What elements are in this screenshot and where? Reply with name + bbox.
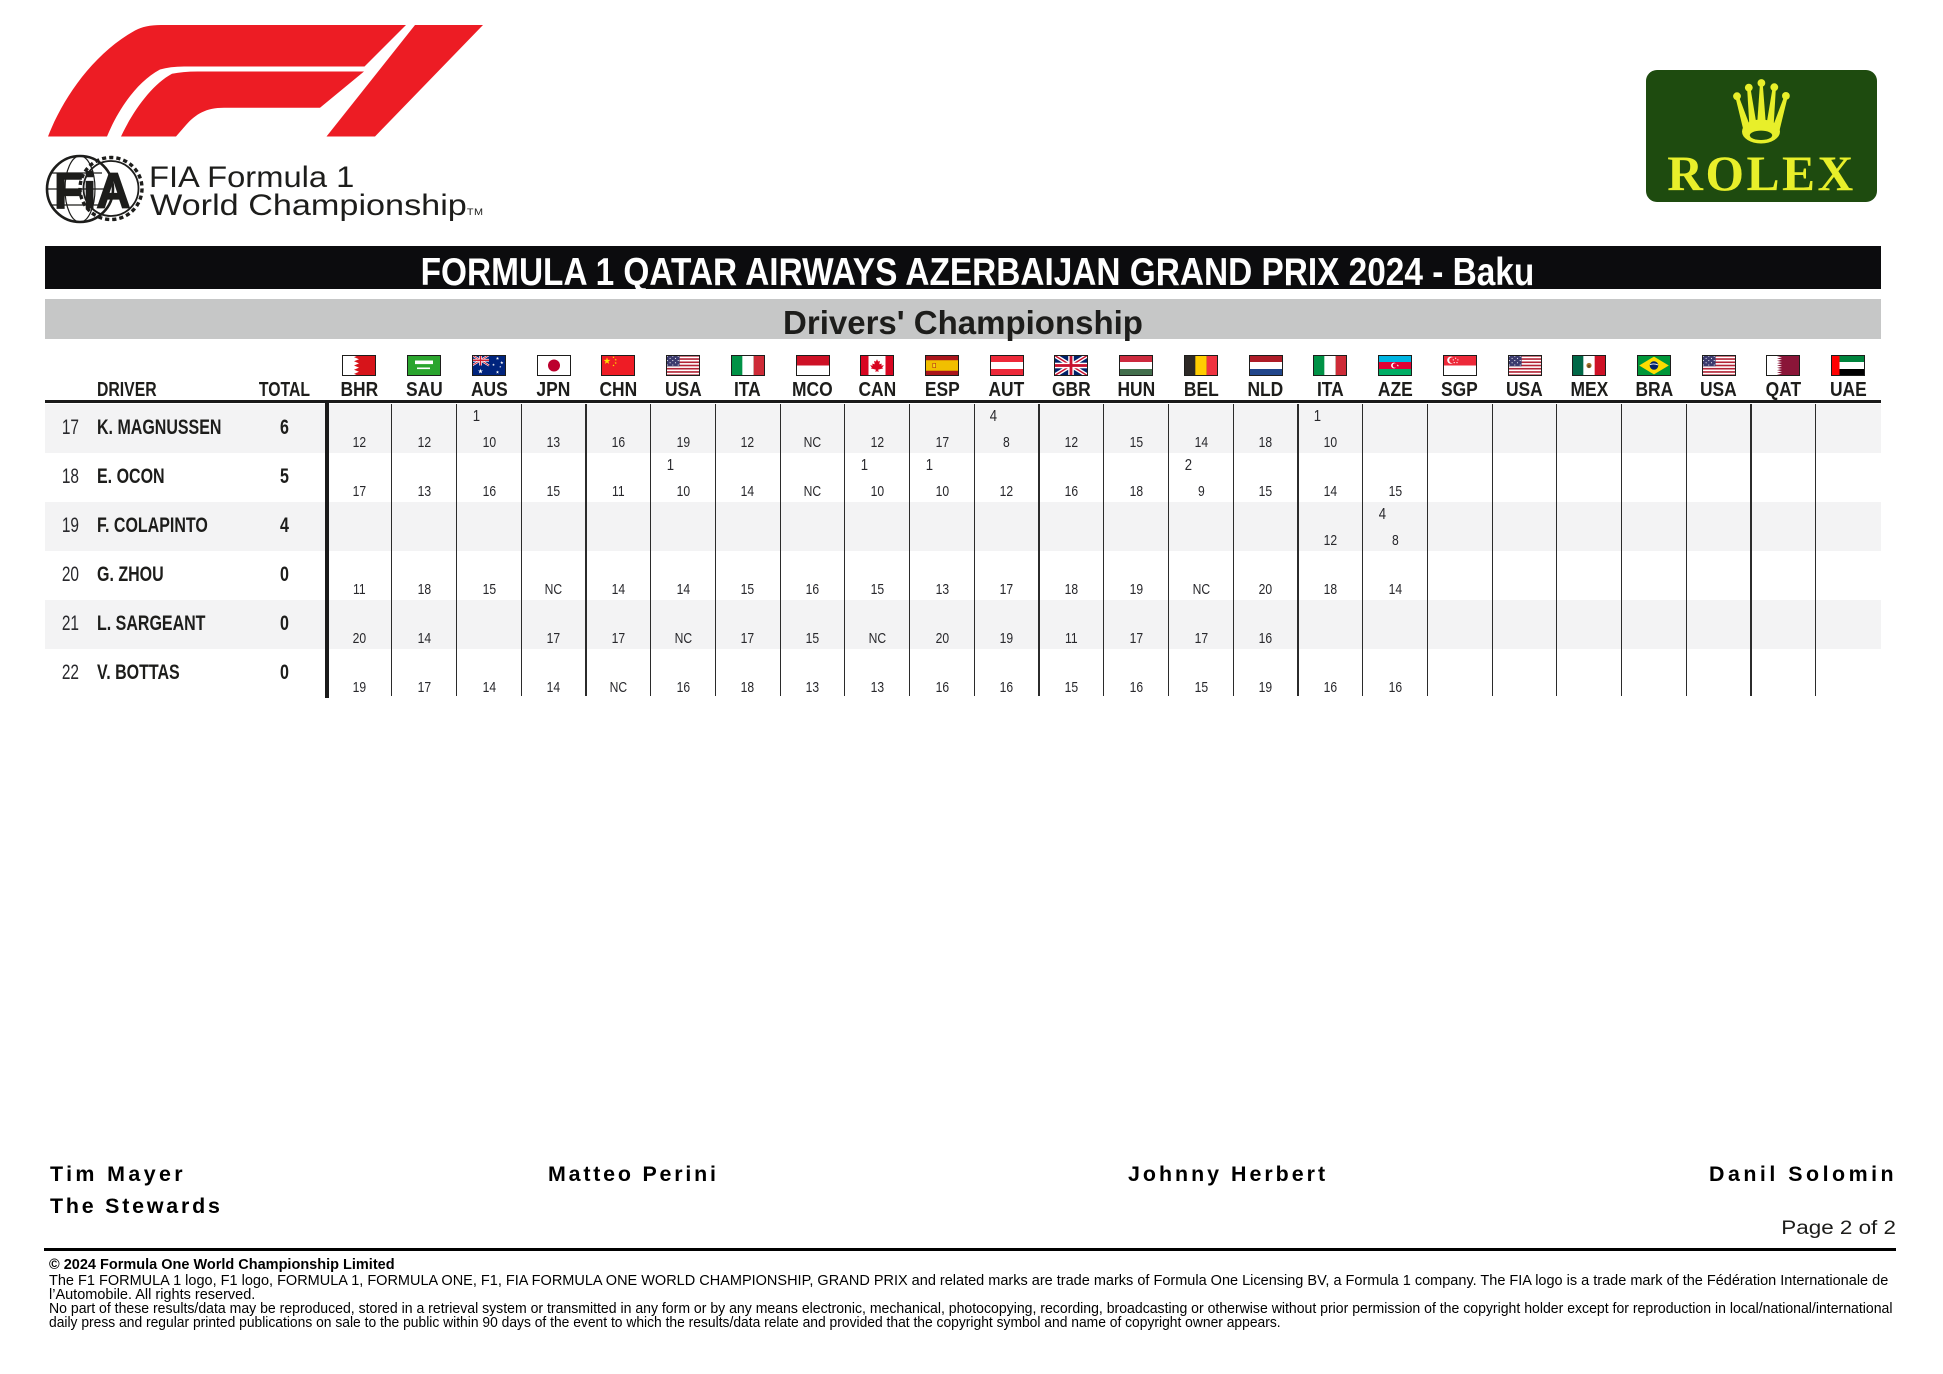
svg-text:ROLEX: ROLEX <box>1667 146 1856 201</box>
